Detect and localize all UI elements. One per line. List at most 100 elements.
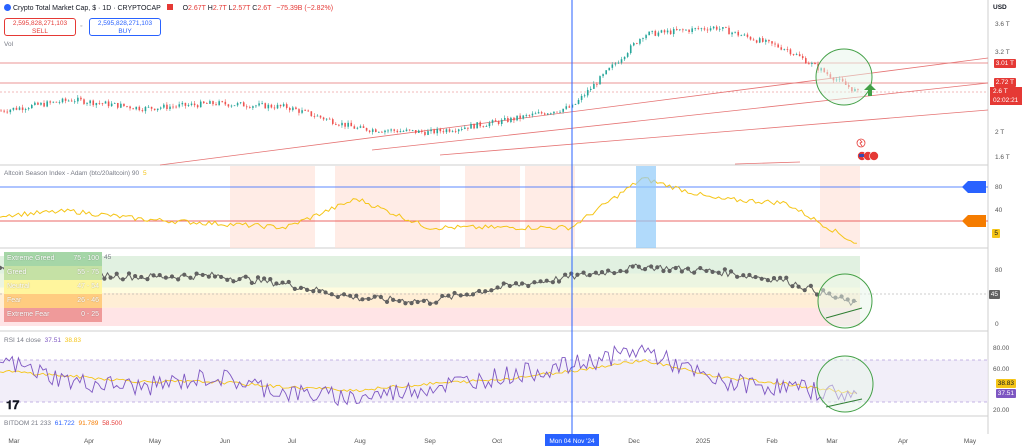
fg-point: [255, 275, 261, 280]
time-tick: Feb: [766, 438, 778, 445]
candle-body: [292, 107, 294, 111]
altseason-title[interactable]: Altcoin Season Index - Adam (btc/20altco…: [4, 170, 147, 177]
candle-body: [482, 126, 485, 128]
fg-legend-range: 47 - 54: [77, 283, 99, 290]
candle-body: [596, 83, 598, 85]
symbol-icon[interactable]: [4, 4, 11, 11]
candle-body: [295, 107, 297, 110]
candle-body: [31, 104, 33, 109]
candle-body: [83, 99, 85, 104]
candle-body: [559, 111, 561, 113]
annotation-circle-price: [815, 48, 873, 106]
alt-shade-zone: [335, 166, 440, 248]
candle-body: [421, 130, 423, 133]
candle-body: [485, 126, 488, 127]
time-tick: Aug: [354, 438, 366, 445]
fg-point: [409, 301, 414, 306]
candle-body: [27, 108, 30, 110]
candle-body: [77, 97, 79, 102]
candle-body: [467, 127, 469, 129]
fg-point: [581, 270, 586, 275]
chart-title[interactable]: Crypto Total Market Cap, $ · 1D · CRYPTO…: [12, 5, 161, 12]
alt-highlight: [636, 166, 656, 248]
fg-point: [575, 272, 580, 277]
level-tag-272: 2.72 T: [993, 78, 1016, 87]
alt-marker-20: [962, 215, 986, 227]
fg-point: [372, 294, 377, 299]
candle-body: [654, 30, 657, 36]
candle-body: [786, 49, 789, 50]
fg-point: [348, 293, 353, 298]
candle-body: [3, 110, 5, 112]
candle-body: [242, 102, 245, 107]
fg-point: [139, 274, 144, 280]
fg-point: [133, 273, 138, 279]
candle-body: [365, 127, 368, 131]
candle-body: [307, 110, 310, 112]
countdown: 02:02:21: [993, 97, 1019, 104]
fg-point: [169, 274, 175, 279]
candle-body: [691, 28, 693, 32]
candle-body: [768, 39, 770, 42]
candle-body: [660, 30, 663, 33]
price-tick: 3.2 T: [995, 49, 1010, 56]
fg-legend-range: 0 - 25: [81, 311, 99, 318]
candle-body: [206, 103, 208, 104]
alt-shade-zone: [820, 166, 860, 248]
fg-legend-row: Greed 55 - 75: [4, 266, 102, 280]
candle-body: [236, 103, 239, 106]
fg-point: [489, 288, 494, 293]
candle-body: [436, 128, 439, 134]
bitdom-label[interactable]: BITDOM 21 233 61.722 91.789 58.500: [4, 420, 122, 427]
fg-point: [274, 281, 279, 286]
buy-button[interactable]: 2,595,828,271,103 BUY: [89, 18, 161, 36]
candle-body: [319, 115, 322, 118]
fg-point: [237, 276, 242, 282]
ohlc-change: −75.39B (−2.82%): [276, 5, 334, 12]
fg-legend-row: Extreme Greed 75 - 100: [4, 252, 102, 266]
fg-point: [280, 280, 285, 285]
fg-point: [188, 275, 193, 280]
candle-body: [516, 115, 518, 121]
candle-body: [178, 104, 181, 107]
fg-point: [286, 279, 291, 285]
candle-body: [580, 95, 583, 100]
fg-point: [808, 283, 813, 288]
time-tick: Mar: [8, 438, 20, 445]
vol-label[interactable]: Vol: [4, 41, 14, 48]
fg-point: [225, 277, 230, 282]
candle-body: [233, 105, 236, 107]
candle-body: [411, 130, 414, 131]
candle-body: [522, 115, 525, 119]
candle-body: [203, 101, 205, 104]
rsi-title[interactable]: RSI 14 close 37.51 38.83: [4, 337, 81, 344]
rsi-trend-line: [825, 398, 863, 408]
candle-body: [350, 122, 353, 127]
candle-body: [805, 58, 807, 64]
candle-body: [507, 118, 509, 122]
alt-shade-zone: [525, 166, 575, 248]
time-tick: Apr: [898, 438, 909, 445]
tradingview-logo[interactable]: 𝟏𝟕: [6, 398, 20, 412]
fg-point: [649, 264, 654, 269]
currency-label[interactable]: USD: [993, 4, 1007, 11]
candle-body: [746, 34, 749, 37]
candle-body: [298, 109, 300, 113]
fg-point: [354, 293, 359, 298]
candle-body: [135, 106, 138, 110]
candle-body: [70, 100, 73, 102]
candle-body: [190, 103, 193, 105]
sell-button[interactable]: 2,595,828,271,103 SELL: [4, 18, 76, 36]
candle-body: [602, 74, 604, 77]
fg-point: [145, 276, 150, 282]
candle-body: [540, 112, 543, 114]
fg-tick: 0: [995, 321, 999, 328]
candle-body: [371, 129, 374, 132]
annotation-circle-rsi: [816, 355, 874, 413]
fg-point: [618, 268, 623, 274]
spread-icon: ◦: [80, 23, 83, 30]
candle-body: [12, 107, 15, 110]
fg-point: [624, 269, 629, 274]
